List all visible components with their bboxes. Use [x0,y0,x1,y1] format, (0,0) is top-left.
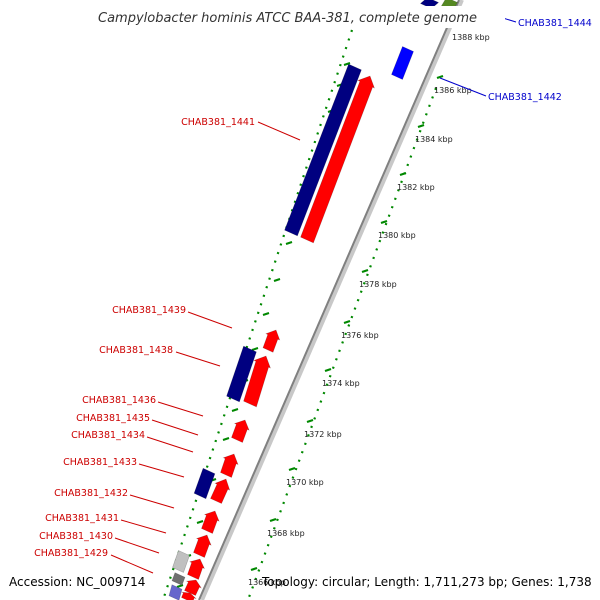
scale-tick-label: 1372 kbp [304,430,342,439]
scale-tick-label: 1380 kbp [378,231,416,240]
gene-features [168,0,458,600]
gene-label-leader [157,401,204,417]
gene-label[interactable]: CHAB381_1433 [63,457,137,468]
gene-label[interactable]: CHAB381_1442 [488,92,562,103]
scale-tick-label: 1368 kbp [267,529,305,538]
scale-ticks: 1388 kbp 1386 kbp 1384 kbp 1382 kbp 1380 kbp… [176,21,490,588]
gene-label-leader [257,121,301,141]
scale-tick-mark [269,517,277,523]
gene-feature-other[interactable] [171,572,186,586]
gene-feature-reverse[interactable] [391,46,414,80]
scale-tick-mark [324,367,332,373]
gene-label[interactable]: CHAB381_1429 [34,548,108,559]
minor-tick-mark [176,584,184,588]
scale-tick-label: 1370 kbp [286,478,324,487]
scale-tick-mark [361,268,369,274]
scale-tick-mark [306,418,314,424]
gene-label-leader [129,494,175,509]
accession-text: Accession: NC_009714 [9,575,146,589]
gene-label-leader [151,419,199,436]
gene-feature-other[interactable] [168,584,183,600]
gene-feature-reverse[interactable] [193,467,216,500]
scale-tick-mark [343,319,351,325]
gene-feature-forward[interactable] [193,534,212,558]
scale-tick-label: 1376 kbp [341,331,379,340]
minor-tick-mark [343,62,351,66]
scale-tick-label: 1374 kbp [322,379,360,388]
gene-label[interactable]: CHAB381_1434 [71,430,145,441]
gene-feature-forward[interactable] [210,478,231,504]
topology-text: Topology: circular; Length: 1,711,273 bp… [262,575,592,589]
gene-label[interactable]: CHAB381_1441 [181,117,255,128]
minor-tick-mark [262,312,270,316]
outer-tick-track [161,29,354,600]
gene-label-leader [110,554,154,574]
gene-feature-other[interactable] [172,550,190,573]
gene-label-leader [175,351,221,367]
gene-feature-forward[interactable] [181,591,197,600]
minor-tick-mark [285,241,293,245]
gene-feature-reverse[interactable] [226,345,257,403]
gene-labels: CHAB381_1444 CHAB381_1442 CHAB381_1441 CHAB… [34,7,592,574]
minor-tick-mark [222,437,230,441]
gene-feature-forward[interactable] [220,453,239,478]
minor-tick-mark [196,520,204,524]
scale-tick-mark [288,466,296,472]
gene-feature-forward[interactable] [187,558,206,580]
scale-tick-label: 1386 kbp [434,86,472,95]
gene-feature-reverse[interactable] [284,63,362,237]
title-backing [95,6,505,28]
gene-label[interactable]: CHAB381_1444 [518,18,592,29]
scale-tick-mark [250,566,258,572]
gene-label[interactable]: CHAB381_1430 [39,531,113,542]
scale-tick-label: 1388 kbp [452,33,490,42]
map-title: Campylobacter hominis ATCC BAA-381, comp… [98,11,477,26]
scale-tick-mark [380,219,388,225]
minor-tick-mark [251,347,259,351]
scale-tick-label: 1382 kbp [397,183,435,192]
gene-label[interactable]: CHAB381_1435 [76,413,150,424]
gene-feature-forward[interactable] [262,329,281,353]
gene-label[interactable]: CHAB381_1432 [54,488,128,499]
scale-tick-label: 1366 kbp [248,578,286,587]
scale-tick-mark [436,74,444,80]
minor-tick-mark [231,408,239,412]
gene-label[interactable]: CHAB381_1438 [99,345,173,356]
gene-feature-forward[interactable] [231,419,250,443]
gene-feature-forward[interactable] [300,75,375,244]
scale-tick-mark [399,171,407,177]
gene-label-leader [439,77,487,97]
gene-label[interactable]: CHAB381_1431 [45,513,119,524]
gene-label-leader [146,436,194,453]
gene-label-leader [187,311,233,329]
gene-label-leader [114,537,160,554]
gene-label[interactable]: CHAB381_1436 [82,395,156,406]
gene-label[interactable]: CHAB381_1439 [112,305,186,316]
backbone-line-outer [200,0,464,600]
backbone-line-inner [198,0,460,600]
gene-feature-forward[interactable] [243,355,271,408]
minor-tick-mark [273,278,281,282]
scale-tick-mark [417,123,425,129]
scale-tick-label: 1384 kbp [415,135,453,144]
gene-label-leader [120,519,167,534]
scale-tick-label: 1378 kbp [359,280,397,289]
gene-feature-forward[interactable] [201,510,220,534]
gene-label-leader [138,463,185,478]
